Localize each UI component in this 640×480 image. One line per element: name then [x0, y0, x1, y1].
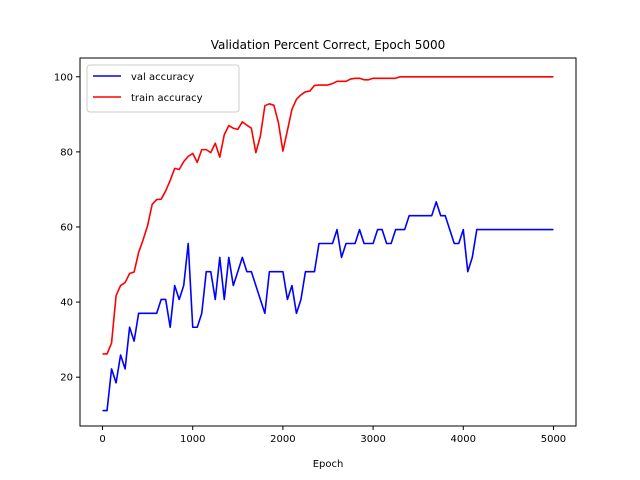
x-axis-label: Epoch: [313, 459, 344, 470]
series-line-val-accuracy: [102, 201, 554, 412]
x-tick-label: 5000: [541, 434, 566, 445]
chart-title: Validation Percent Correct, Epoch 5000: [211, 38, 446, 52]
x-tick-label: 0: [99, 434, 105, 445]
legend-box: [86, 64, 240, 113]
legend-label-train-accuracy: train accuracy: [131, 93, 203, 104]
series-line-train-accuracy: [102, 75, 554, 355]
x-tick-label: 4000: [451, 434, 476, 445]
y-tick-label: 20: [60, 373, 73, 384]
legend: val accuracy train accuracy: [86, 64, 240, 113]
tick-layer: 0 1000 2000 3000 4000 5000 20 40 60 80 100: [54, 72, 566, 445]
y-tick-label: 100: [54, 72, 73, 83]
plot-frame: [79, 57, 577, 427]
y-tick-label: 80: [60, 147, 73, 158]
x-tick-label: 2000: [270, 434, 295, 445]
series-layer: [102, 75, 554, 412]
x-tick-label: 1000: [180, 434, 205, 445]
x-tick-label: 3000: [360, 434, 385, 445]
legend-label-val-accuracy: val accuracy: [131, 72, 194, 83]
y-tick-label: 60: [60, 222, 73, 233]
y-tick-label: 40: [60, 298, 73, 309]
